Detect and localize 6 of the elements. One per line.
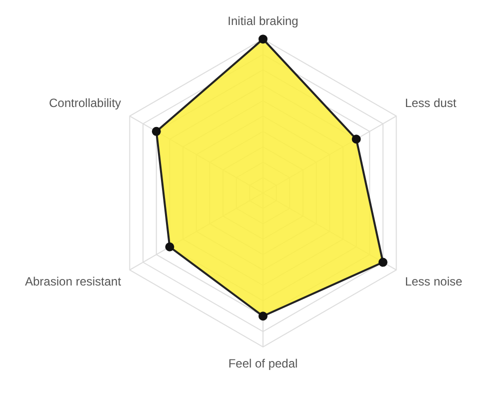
spoke-label: Less dust bbox=[404, 96, 457, 110]
spoke-label: Feel of pedal bbox=[228, 356, 298, 370]
spoke-label: Initial braking bbox=[228, 14, 298, 28]
spoke-label: Abrasion resistant bbox=[25, 274, 122, 288]
spoke-label: Less noise bbox=[404, 274, 463, 288]
spoke-label: Controllability bbox=[49, 96, 122, 110]
